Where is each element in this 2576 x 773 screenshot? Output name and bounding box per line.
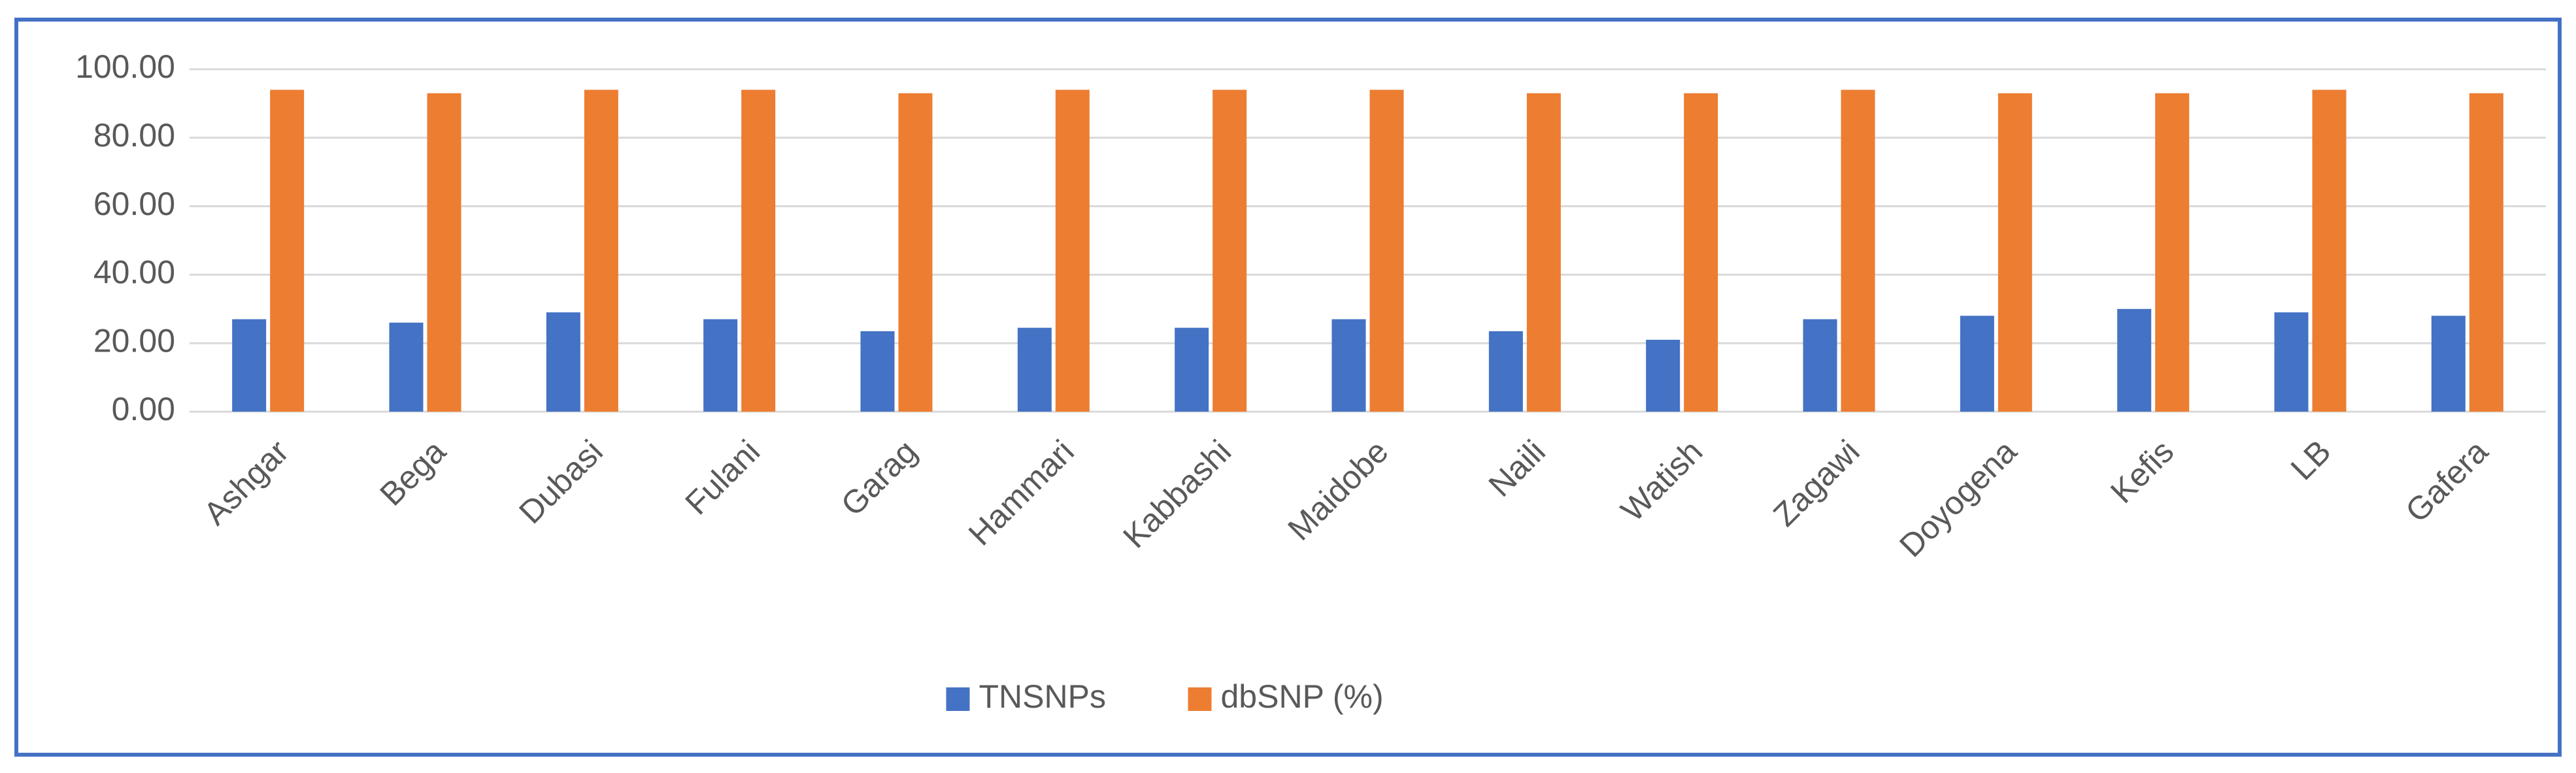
legend-swatch [946,687,970,711]
legend-label: dbSNP (%) [1221,678,1384,715]
bar [546,312,580,412]
y-tick-label: 60.00 [93,186,175,222]
bar [1488,331,1523,412]
bar [2117,308,2152,412]
legend-swatch [1188,687,1212,711]
y-tick-label: 20.00 [93,322,175,359]
bar [1331,319,1366,412]
bar [703,319,738,412]
y-tick-label: 100.00 [75,48,175,85]
bar [1017,327,1052,412]
bar [389,322,424,412]
bar [2274,312,2309,412]
bar [898,93,933,412]
bar [1213,90,1247,412]
bar [1055,90,1090,412]
bar [1684,93,1718,412]
bar [1998,93,2032,412]
bar [1960,316,1994,412]
bar [1526,93,1561,412]
bar [1841,90,1875,412]
bar [1803,319,1837,412]
bar [1369,90,1404,412]
bar [2312,90,2347,412]
y-tick-label: 0.00 [112,391,175,427]
bar [860,331,895,412]
bar [232,319,267,412]
bar [270,90,305,412]
bar [1175,327,1209,412]
bar [2431,316,2466,412]
bar [584,90,618,412]
bar [427,93,461,412]
bar [2155,93,2190,412]
bar [2469,93,2503,412]
bar [1646,339,1681,412]
y-tick-label: 80.00 [93,117,175,154]
y-tick-label: 40.00 [93,254,175,291]
legend-label: TNSNPs [979,678,1106,715]
bar [741,90,776,412]
